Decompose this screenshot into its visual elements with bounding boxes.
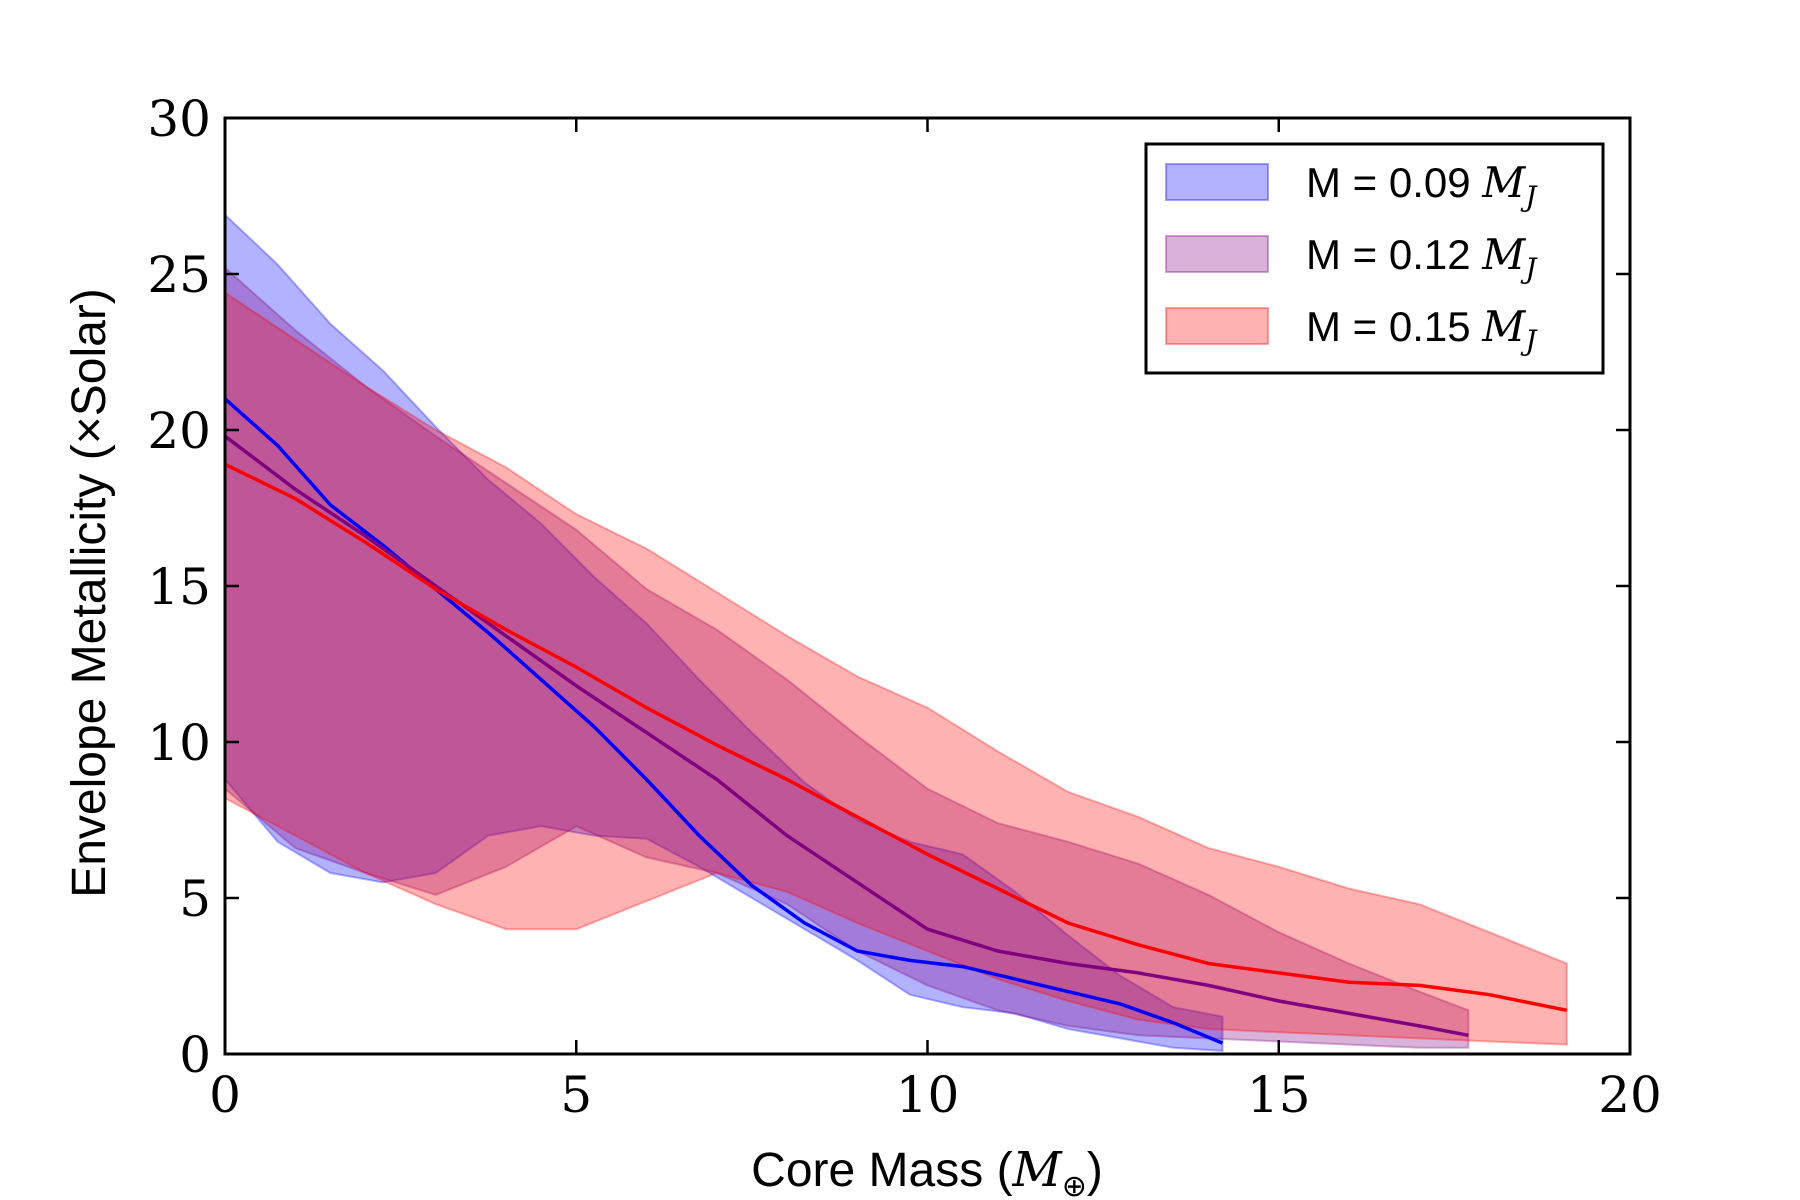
legend-label-math: M <box>1481 302 1526 351</box>
x-axis-label-sub: ⊕ <box>1062 1170 1087 1200</box>
legend-entries: M = 0.09 MJM = 0.12 MJM = 0.15 MJ <box>1165 158 1538 357</box>
series-lines <box>223 397 1568 1045</box>
line-series-2 <box>223 434 1469 1038</box>
x-tick-label: 0 <box>209 1066 241 1124</box>
x-axis-label-prefix: Core Mass ( <box>751 1144 1012 1197</box>
band-series-1 <box>224 212 1224 1052</box>
legend-label-prefix: M = 0.12 <box>1306 231 1482 278</box>
y-tick-label: 5 <box>179 870 211 928</box>
y-tick-label: 25 <box>147 246 211 304</box>
legend-swatch <box>1165 163 1269 201</box>
x-tick-label: 20 <box>1598 1066 1662 1124</box>
x-tick-label: 10 <box>896 1066 960 1124</box>
y-axis-label: Envelope Metallicity (×Solar) <box>63 288 116 898</box>
legend-swatch <box>1165 307 1269 345</box>
y-tick-label: 30 <box>147 90 211 148</box>
legend-swatch <box>1165 235 1269 273</box>
legend-label: M = 0.12 MJ <box>1306 230 1538 285</box>
legend: M = 0.09 MJM = 0.12 MJM = 0.15 MJ <box>1144 142 1605 375</box>
legend-box <box>1144 142 1605 375</box>
axis-ticks: 0 5 10 15 20 0 5 10 15 20 25 30 <box>147 90 1661 1124</box>
legend-label-math: M <box>1481 158 1526 207</box>
y-tick-label: 15 <box>147 558 211 616</box>
x-axis-label: Core Mass (M⊕) <box>751 1142 1103 1200</box>
legend-label-prefix: M = 0.15 <box>1306 303 1482 350</box>
legend-label: M = 0.09 MJ <box>1306 158 1538 213</box>
legend-label-sub: J <box>1520 252 1538 285</box>
legend-label: M = 0.15 MJ <box>1306 302 1538 357</box>
legend-label-prefix: M = 0.09 <box>1306 159 1482 206</box>
line-series-3 <box>224 462 1568 1013</box>
legend-label-sub: J <box>1520 180 1538 213</box>
y-tick-label: 20 <box>147 402 211 460</box>
y-tick-label: 10 <box>147 714 211 772</box>
band-series-2 <box>224 265 1470 1049</box>
x-axis-label-suffix: ) <box>1087 1144 1103 1197</box>
y-tick-label: 0 <box>179 1026 211 1084</box>
x-tick-label: 15 <box>1247 1066 1311 1124</box>
y-axis-label-text: Envelope Metallicity (×Solar) <box>63 288 116 898</box>
legend-label-sub: J <box>1520 324 1538 357</box>
x-axis-label-math: M <box>1012 1142 1064 1198</box>
x-tick-label: 5 <box>560 1066 592 1124</box>
legend-label-math: M <box>1481 230 1526 279</box>
band-series-3 <box>224 290 1568 1046</box>
series-bands <box>224 212 1568 1052</box>
